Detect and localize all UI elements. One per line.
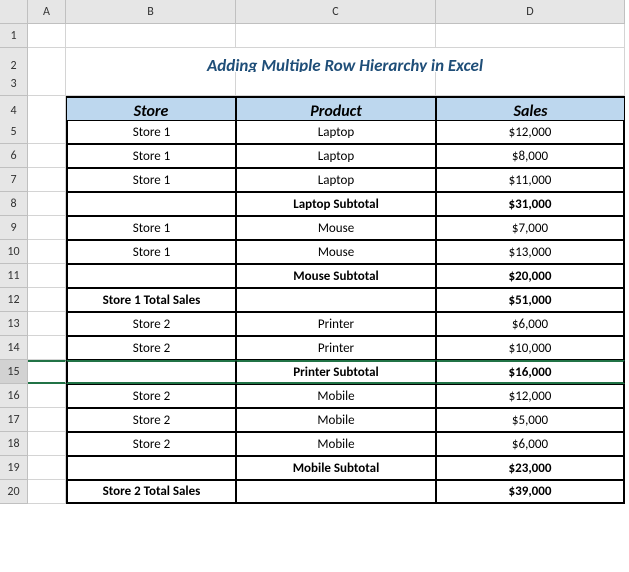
cell-product-17[interactable]: Mobile <box>236 408 436 432</box>
cell-a15[interactable] <box>28 360 66 384</box>
cell-a1[interactable] <box>28 24 66 48</box>
cell-store-6[interactable]: Store 1 <box>66 144 236 168</box>
cell-a9[interactable] <box>28 216 66 240</box>
cell-product-20[interactable] <box>236 480 436 504</box>
cell-b3[interactable] <box>66 72 236 96</box>
row-header-18[interactable]: 18 <box>0 432 28 456</box>
row-header-5[interactable]: 5 <box>0 120 28 144</box>
column-header-c[interactable]: C <box>236 0 436 24</box>
cell-sales-9[interactable]: $7,000 <box>436 216 625 240</box>
cell-d3[interactable] <box>436 72 625 96</box>
cell-sales-20[interactable]: $39,000 <box>436 480 625 504</box>
cell-a3[interactable] <box>28 72 66 96</box>
column-header-b[interactable]: B <box>66 0 236 24</box>
cell-store-9[interactable]: Store 1 <box>66 216 236 240</box>
row-header-6[interactable]: 6 <box>0 144 28 168</box>
cell-store-15[interactable] <box>66 360 236 384</box>
cell-c1[interactable] <box>236 24 436 48</box>
cell-a11[interactable] <box>28 264 66 288</box>
cell-store-18[interactable]: Store 2 <box>66 432 236 456</box>
cell-store-10[interactable]: Store 1 <box>66 240 236 264</box>
cell-store-11[interactable] <box>66 264 236 288</box>
cell-store-20[interactable]: Store 2 Total Sales <box>66 480 236 504</box>
cell-product-15[interactable]: Printer Subtotal <box>236 360 436 384</box>
cell-sales-16[interactable]: $12,000 <box>436 384 625 408</box>
cell-product-8[interactable]: Laptop Subtotal <box>236 192 436 216</box>
cell-store-19[interactable] <box>66 456 236 480</box>
row-header-3[interactable]: 3 <box>0 72 28 96</box>
cell-product-16[interactable]: Mobile <box>236 384 436 408</box>
row-header-15[interactable]: 15 <box>0 360 28 384</box>
cell-d1[interactable] <box>436 24 625 48</box>
row-header-8[interactable]: 8 <box>0 192 28 216</box>
cell-sales-11[interactable]: $20,000 <box>436 264 625 288</box>
cell-product-19[interactable]: Mobile Subtotal <box>236 456 436 480</box>
cell-product-13[interactable]: Printer <box>236 312 436 336</box>
cell-store-17[interactable]: Store 2 <box>66 408 236 432</box>
cell-store-16[interactable]: Store 2 <box>66 384 236 408</box>
column-header-d[interactable]: D <box>436 0 625 24</box>
cell-sales-18[interactable]: $6,000 <box>436 432 625 456</box>
cell-product-6[interactable]: Laptop <box>236 144 436 168</box>
cell-store-14[interactable]: Store 2 <box>66 336 236 360</box>
cell-sales-15[interactable]: $16,000 <box>436 360 625 384</box>
cell-a12[interactable] <box>28 288 66 312</box>
cell-sales-10[interactable]: $13,000 <box>436 240 625 264</box>
cell-product-10[interactable]: Mouse <box>236 240 436 264</box>
row-header-11[interactable]: 11 <box>0 264 28 288</box>
row-header-19[interactable]: 19 <box>0 456 28 480</box>
cell-product-7[interactable]: Laptop <box>236 168 436 192</box>
cell-a6[interactable] <box>28 144 66 168</box>
cell-sales-13[interactable]: $6,000 <box>436 312 625 336</box>
cell-a7[interactable] <box>28 168 66 192</box>
row-header-20[interactable]: 20 <box>0 480 28 504</box>
cell-a17[interactable] <box>28 408 66 432</box>
cell-sales-12[interactable]: $51,000 <box>436 288 625 312</box>
cell-store-5[interactable]: Store 1 <box>66 120 236 144</box>
cell-product-11[interactable]: Mouse Subtotal <box>236 264 436 288</box>
cell-sales-5[interactable]: $12,000 <box>436 120 625 144</box>
cell-a13[interactable] <box>28 312 66 336</box>
row-header-10[interactable]: 10 <box>0 240 28 264</box>
cell-product-5[interactable]: Laptop <box>236 120 436 144</box>
row-header-14[interactable]: 14 <box>0 336 28 360</box>
cell-a18[interactable] <box>28 432 66 456</box>
cell-store-13[interactable]: Store 2 <box>66 312 236 336</box>
cell-a14[interactable] <box>28 336 66 360</box>
cell-store-12[interactable]: Store 1 Total Sales <box>66 288 236 312</box>
cell-a10[interactable] <box>28 240 66 264</box>
cell-a16[interactable] <box>28 384 66 408</box>
cell-store-8[interactable] <box>66 192 236 216</box>
row-header-16[interactable]: 16 <box>0 384 28 408</box>
cell-a20[interactable] <box>28 480 66 504</box>
cell-a5[interactable] <box>28 120 66 144</box>
cell-store-7[interactable]: Store 1 <box>66 168 236 192</box>
select-all-corner[interactable] <box>0 0 28 24</box>
row-header-7[interactable]: 7 <box>0 168 28 192</box>
cell-sales-14[interactable]: $10,000 <box>436 336 625 360</box>
row-header-12[interactable]: 12 <box>0 288 28 312</box>
cell-sales-6[interactable]: $8,000 <box>436 144 625 168</box>
row-header-17[interactable]: 17 <box>0 408 28 432</box>
cell-product-9[interactable]: Mouse <box>236 216 436 240</box>
cell-sales-17[interactable]: $5,000 <box>436 408 625 432</box>
row-header-1[interactable]: 1 <box>0 24 28 48</box>
cell-product-12[interactable] <box>236 288 436 312</box>
cell-c3[interactable] <box>236 72 436 96</box>
row-header-13[interactable]: 13 <box>0 312 28 336</box>
row-header-9[interactable]: 9 <box>0 216 28 240</box>
cell-b1[interactable] <box>66 24 236 48</box>
cell-product-14[interactable]: Printer <box>236 336 436 360</box>
column-header-a[interactable]: A <box>28 0 66 24</box>
cell-sales-8[interactable]: $31,000 <box>436 192 625 216</box>
cell-a19[interactable] <box>28 456 66 480</box>
cell-sales-19[interactable]: $23,000 <box>436 456 625 480</box>
cell-a8[interactable] <box>28 192 66 216</box>
cell-product-18[interactable]: Mobile <box>236 432 436 456</box>
cell-sales-7[interactable]: $11,000 <box>436 168 625 192</box>
